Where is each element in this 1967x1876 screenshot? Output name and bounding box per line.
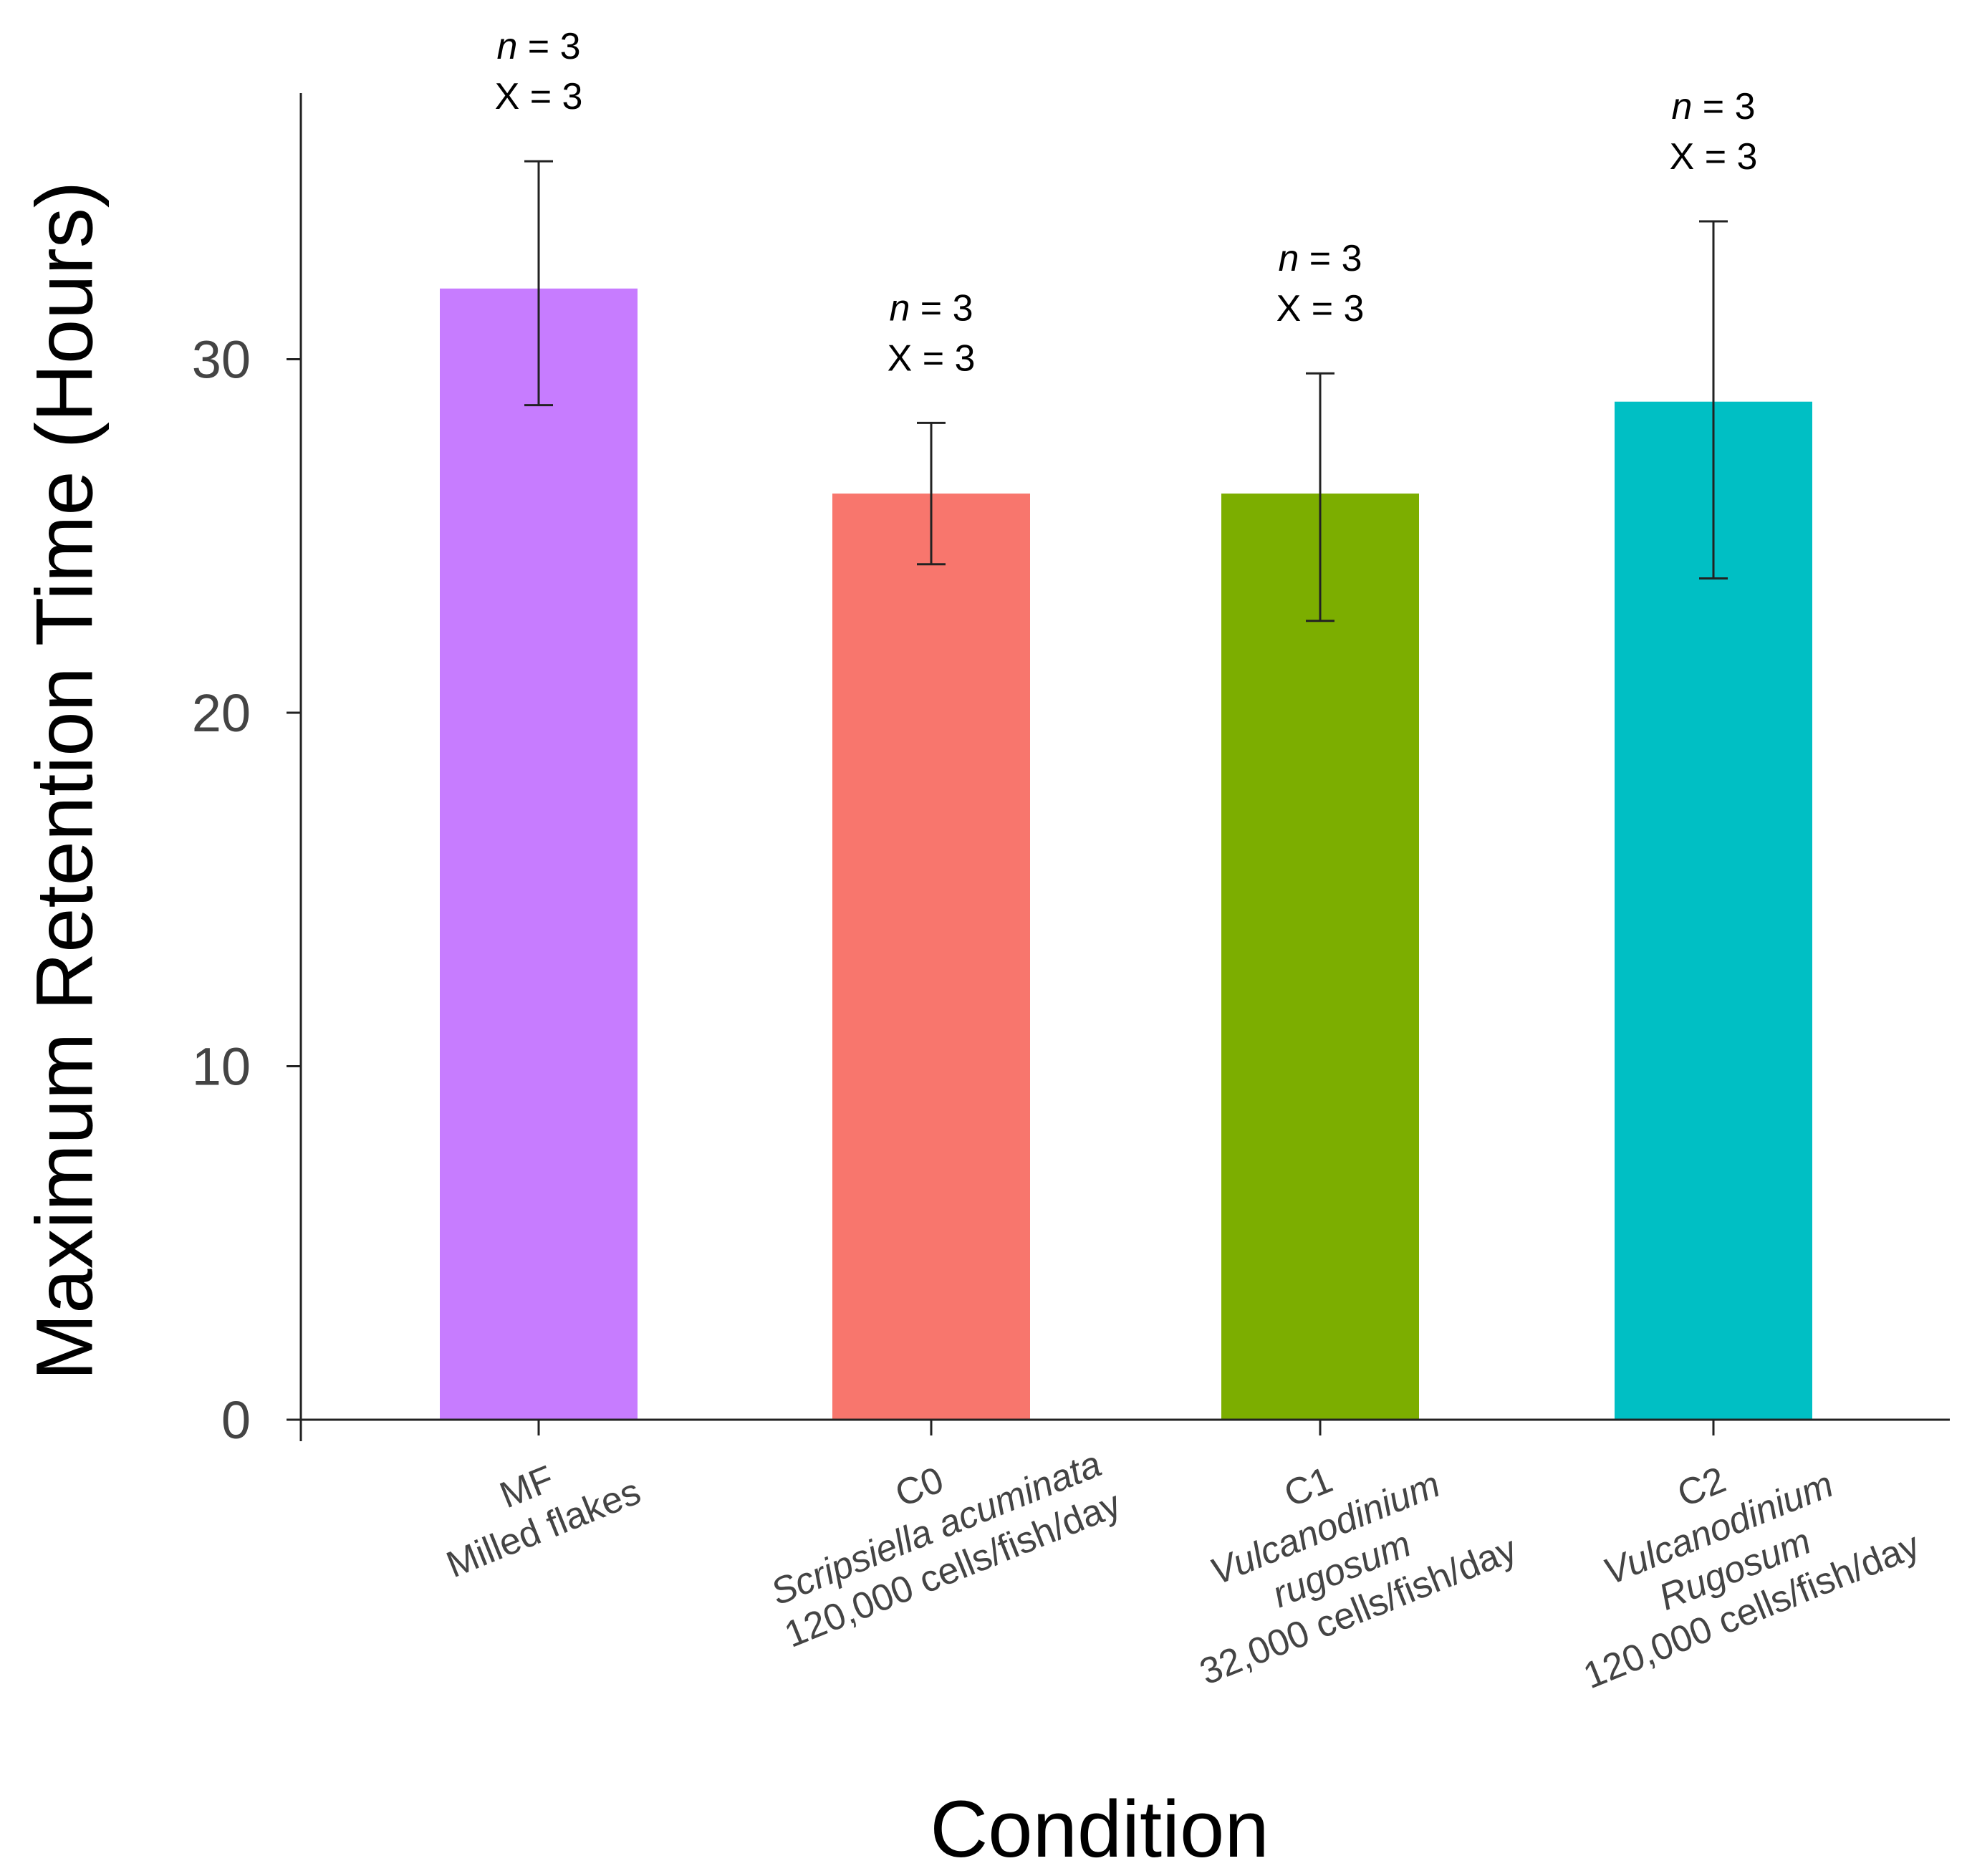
replicate-label: X = 3 (495, 76, 583, 117)
y-tick-label: 20 (192, 683, 251, 743)
axes-layer (299, 93, 1950, 1441)
error-bar-mf (524, 160, 553, 407)
sample-size-label: n = 3 (496, 26, 580, 67)
annotation-c0: n = 3 X = 3 (888, 287, 976, 379)
annotation-c2: n = 3 X = 3 (1670, 86, 1758, 178)
bar-c1 (1221, 494, 1419, 1420)
replicate-label: X = 3 (888, 337, 976, 379)
sample-size-label: n = 3 (1671, 86, 1755, 128)
x-category-label-mf: MFMilled flakes (424, 1430, 646, 1586)
n-value: = 3 (910, 287, 973, 329)
n-value: = 3 (1299, 238, 1362, 279)
sample-size-label: n = 3 (889, 287, 973, 329)
error-bar-c1 (1306, 372, 1334, 622)
x-category-label-c2: C2VulcanodiniumRugosum120,000 cells/fish… (1528, 1401, 1925, 1698)
y-tick-label: 0 (221, 1390, 251, 1450)
x-category-label-c0: C0Scripsiella acuminata120,000 cells/fis… (746, 1401, 1127, 1656)
bar-c0 (832, 494, 1030, 1420)
x-categories-layer: MFMilled flakes C0Scripsiella acuminata12… (424, 1401, 1925, 1698)
sample-size-label: n = 3 (1278, 238, 1362, 279)
n-value: = 3 (1692, 86, 1755, 128)
n-symbol: n (1278, 238, 1299, 279)
bar-mf (440, 288, 638, 1420)
n-value: = 3 (517, 26, 580, 67)
replicate-label: X = 3 (1276, 288, 1365, 329)
x-axis-title: Condition (930, 1784, 1269, 1872)
error-bars-layer (524, 160, 1728, 622)
y-tick-label: 10 (192, 1037, 251, 1097)
annotations-layer: n = 3 X = 3 n = 3 X = 3 n = 3 X = 3 n = 3 X = 3 (495, 26, 1758, 379)
error-bar-c0 (917, 421, 946, 566)
n-symbol: n (496, 26, 517, 67)
n-symbol: n (889, 287, 910, 329)
bars-layer (440, 288, 1812, 1420)
n-symbol: n (1671, 86, 1692, 128)
replicate-label: X = 3 (1670, 136, 1758, 178)
annotation-c1: n = 3 X = 3 (1276, 238, 1365, 329)
y-axis-title: Maximum Retention Time (Hours) (20, 181, 110, 1380)
annotation-mf: n = 3 X = 3 (495, 26, 583, 117)
x-category-label-c1: C1Vulcanodiniumrugosum32,000 cells/fish/… (1144, 1405, 1522, 1693)
y-tick-label: 30 (192, 330, 251, 390)
error-bar-c2 (1699, 220, 1728, 579)
y-ticks-layer: 0 10 20 30 (192, 330, 301, 1450)
